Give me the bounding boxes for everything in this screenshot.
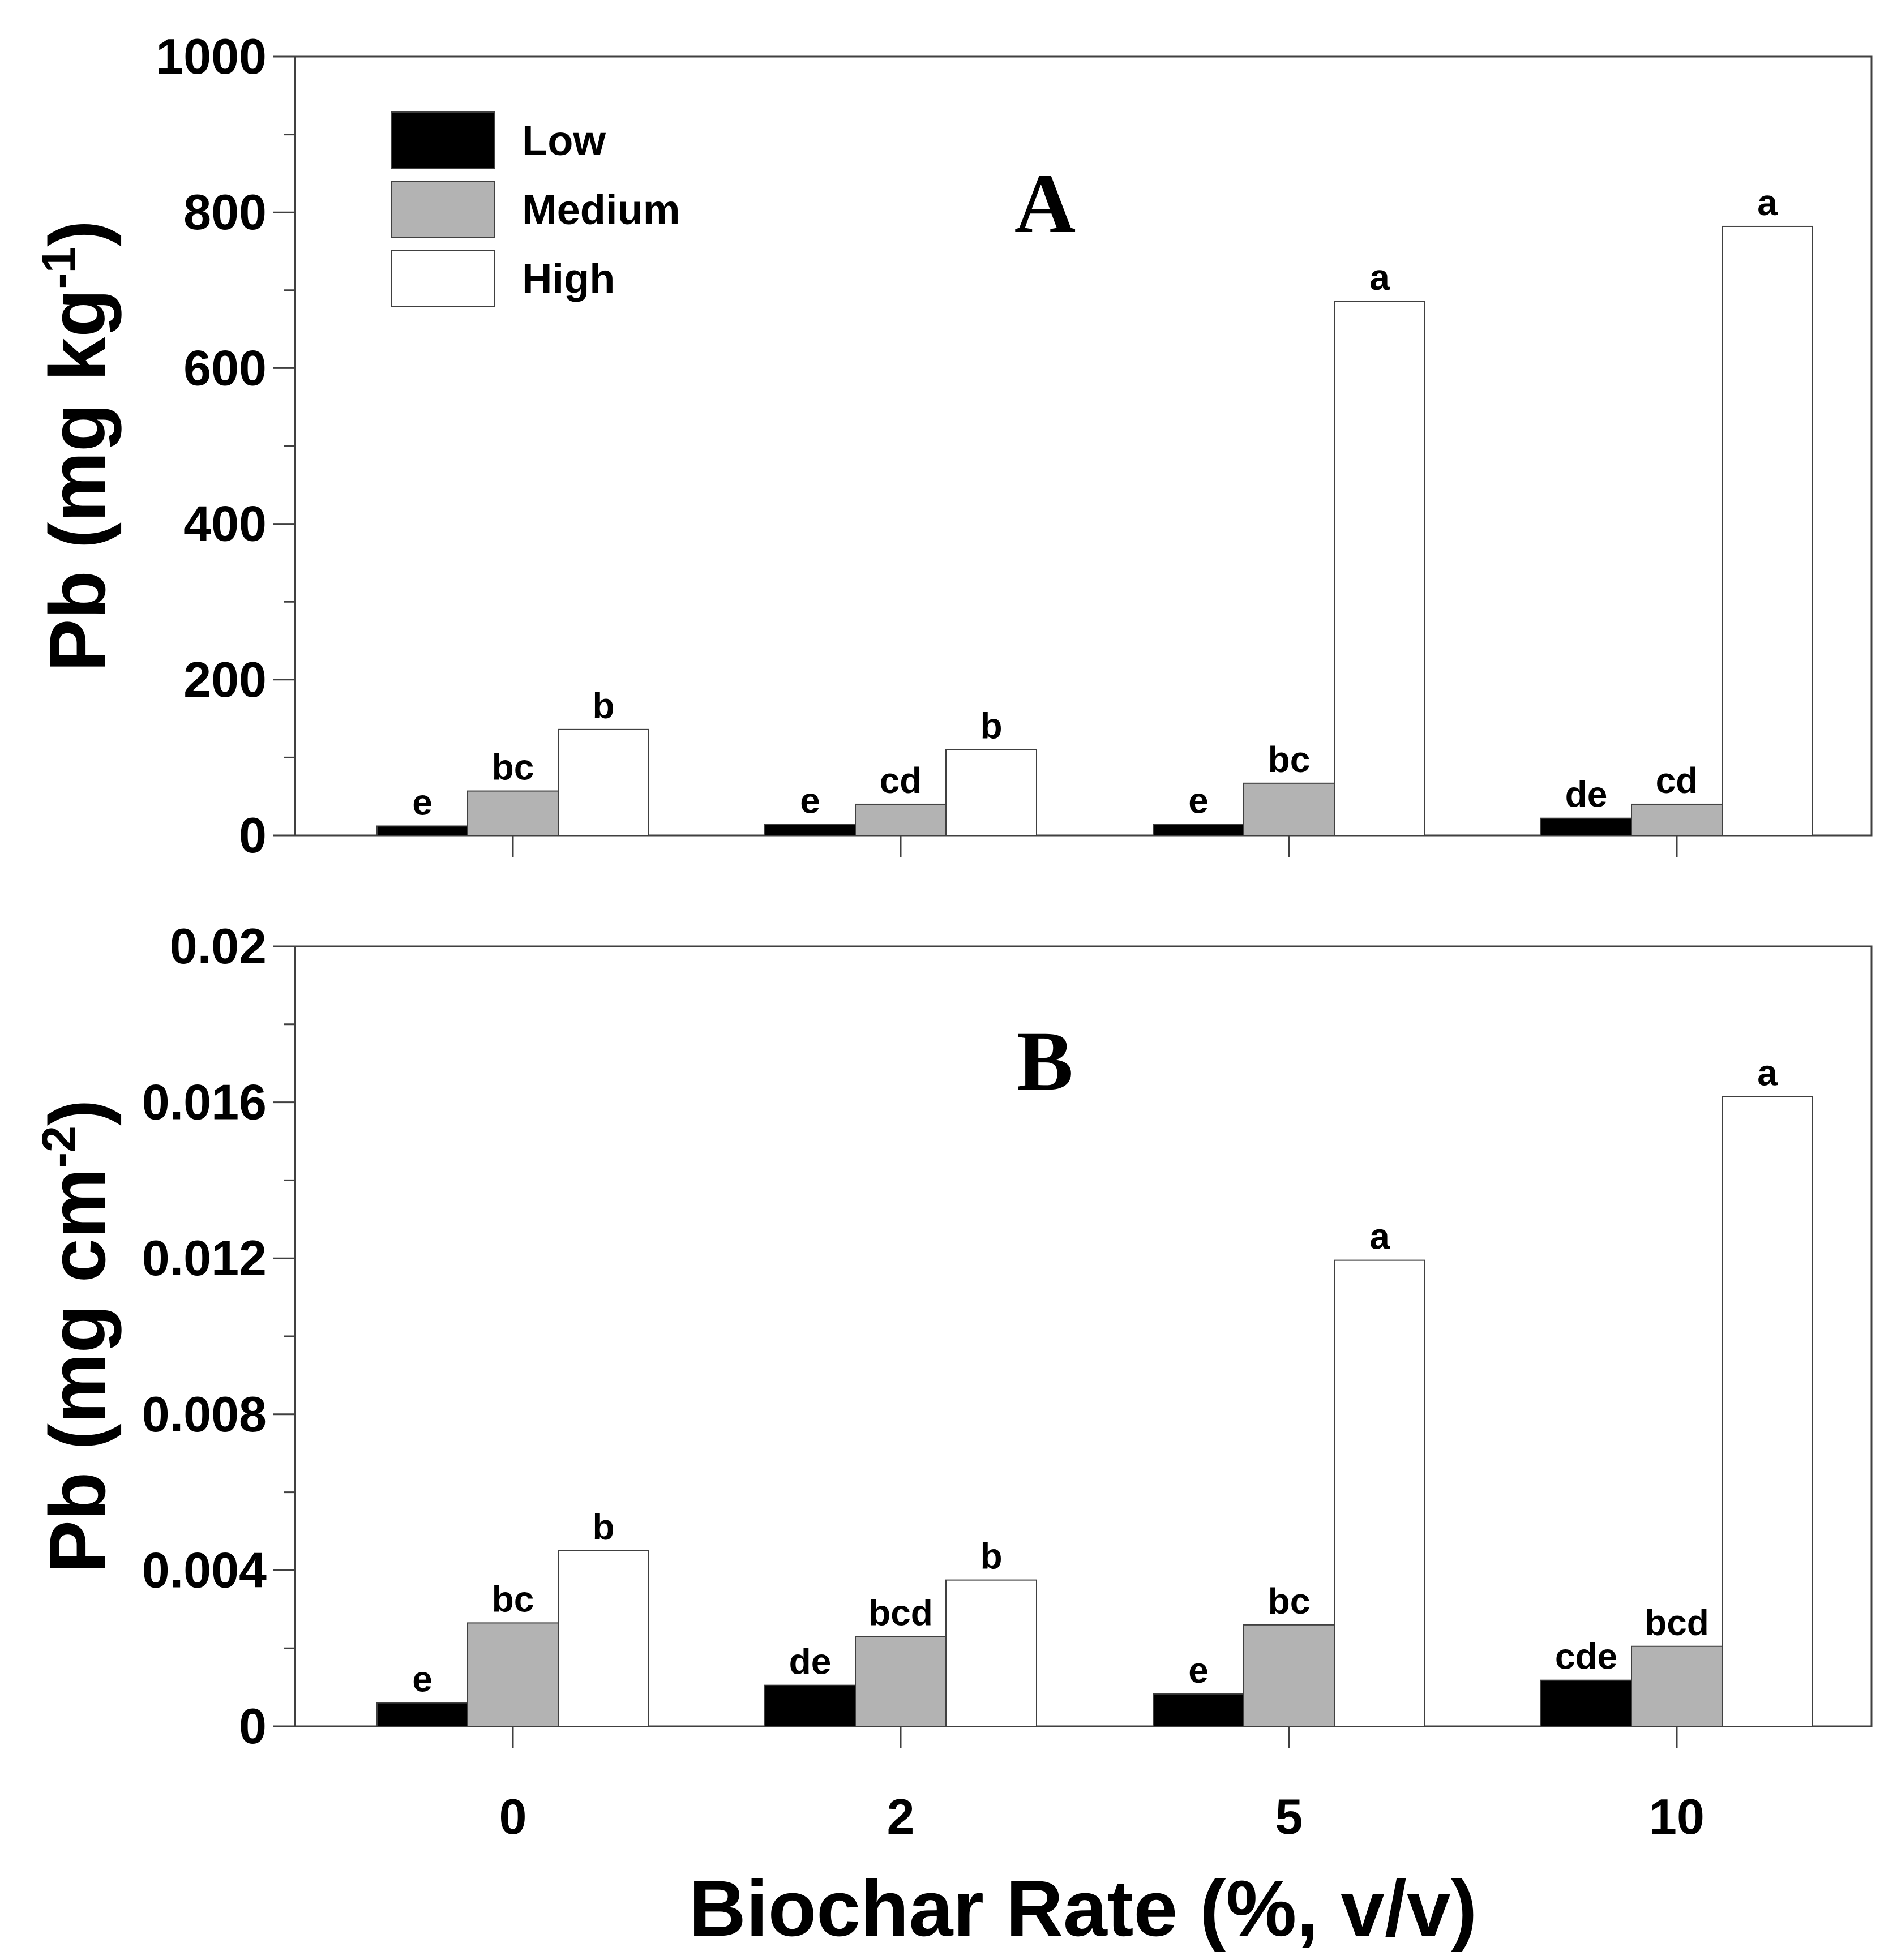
bar-medium-10 [1631,1645,1723,1727]
significance-letter: e [412,1659,433,1700]
significance-letter: e [1188,780,1209,821]
x-tick-label: 5 [1275,1789,1303,1845]
panel-a-y-tick-label: 0 [239,807,267,863]
panel-b-y-tick-label: 0.016 [142,1074,267,1130]
panel-a-y-tick-label: 800 [183,184,267,240]
x-tick-label: 0 [499,1789,527,1845]
panel-b-y-tick-label: 0.012 [142,1230,267,1286]
panel-b-y-tick-label: 0.02 [170,918,267,974]
bar-high-5 [1334,1259,1425,1727]
panel-b-bars: e de e cde bc bcd bc bcd b b a a [376,1052,1813,1727]
bar-medium-10 [1631,803,1723,836]
panel-b-y-tick-label: 0 [239,1698,267,1754]
significance-letter: cd [1656,760,1698,801]
panel-b-y-tick-label: 0.008 [142,1386,267,1442]
bar-low-0 [376,825,468,837]
bar-high-0 [558,728,649,837]
significance-letter: a [1757,1052,1778,1093]
significance-letter: bcd [868,1593,933,1633]
legend-label-low: Low [522,117,606,164]
significance-letter: cd [880,760,922,801]
bar-medium-2 [855,803,947,836]
significance-letter: b [980,1536,1002,1577]
bar-low-5 [1153,824,1244,836]
bar-medium-0 [467,1622,559,1727]
significance-letter: e [1188,1650,1209,1691]
bar-high-0 [558,1550,649,1727]
panel-a-frame [294,55,1873,837]
legend-swatch-high [391,250,495,307]
significance-letter: cde [1555,1636,1617,1677]
significance-letter: b [592,1507,614,1547]
panel-b-y-label-main: Pb (mg cm [33,1168,122,1573]
panel-b-y-axis-label: Pb (mg cm-2) [32,1100,122,1573]
legend-label-medium: Medium [522,186,680,233]
bar-low-2 [764,824,856,836]
bar-medium-5 [1243,1624,1335,1727]
bar-high-2 [945,749,1037,837]
panel-a-y-label-end: ) [33,220,122,247]
panel-b-axes: 0 0.004 0.008 0.012 0.016 0.02 [142,918,1678,1754]
legend: Low Medium High [391,111,680,307]
panel-b-y-label-superscript: -2 [32,1126,85,1168]
legend-swatch-low [391,111,495,169]
bar-medium-5 [1243,782,1335,836]
x-tick-label: 2 [887,1789,915,1845]
panel-a-axes: 0 200 400 600 800 1000 [156,28,1678,863]
x-tick-labels: 0 2 5 10 [499,1789,1705,1845]
bar-medium-2 [855,1636,947,1727]
panel-a-y-tick-label: 1000 [156,28,267,84]
significance-letter: a [1369,257,1390,298]
panel-a-y-tick-label: 200 [183,651,267,707]
panel-a-y-label-superscript: -1 [32,247,85,289]
panel-a-y-tick-label: 600 [183,340,267,396]
panel-a-bars: e e e de bc cd bc cd b b a a [376,182,1813,837]
significance-letter: bc [1268,1581,1311,1622]
bar-high-5 [1334,301,1425,836]
panel-a-y-label-main: Pb (mg kg [33,289,122,672]
panel-a: e e e de bc cd bc cd b b a a 0 200 400 600 800 1000 A Pb… [32,28,1873,863]
significance-letter: b [592,685,614,726]
panel-a-y-axis-label: Pb (mg kg-1) [32,220,122,672]
bar-low-5 [1153,1693,1244,1727]
bar-high-10 [1722,1096,1813,1727]
x-tick-label: 10 [1649,1789,1705,1845]
significance-letter: bc [492,1579,534,1619]
panel-b-y-tick-label: 0.004 [142,1542,267,1598]
bar-low-2 [764,1684,856,1727]
bar-low-0 [376,1702,468,1727]
significance-letter: bcd [1645,1602,1709,1643]
panel-b-label: B [1017,1014,1073,1108]
bar-high-2 [945,1579,1037,1727]
bar-low-10 [1540,817,1632,837]
significance-letter: a [1757,182,1778,223]
bar-medium-0 [467,790,559,836]
legend-label-high: High [522,255,615,302]
significance-letter: bc [1268,739,1311,780]
significance-letter: bc [492,747,534,788]
bar-low-10 [1540,1679,1632,1727]
significance-letter: e [800,780,820,821]
bar-high-10 [1722,225,1813,836]
legend-swatch-medium [391,181,495,238]
significance-letter: e [412,782,433,822]
panel-a-label: A [1014,157,1076,251]
x-axis-label: Biochar Rate (%, v/v) [689,1864,1478,1953]
panel-b-y-label-end: ) [33,1100,122,1126]
panel-b: e de e cde bc bcd bc bcd b b a a 0 0.004 0.008 0.012 0.… [32,918,1873,1754]
significance-letter: a [1369,1216,1390,1257]
significance-letter: b [980,706,1002,747]
significance-letter: de [789,1641,832,1682]
panel-a-y-tick-label: 400 [183,496,267,552]
significance-letter: de [1565,774,1608,815]
